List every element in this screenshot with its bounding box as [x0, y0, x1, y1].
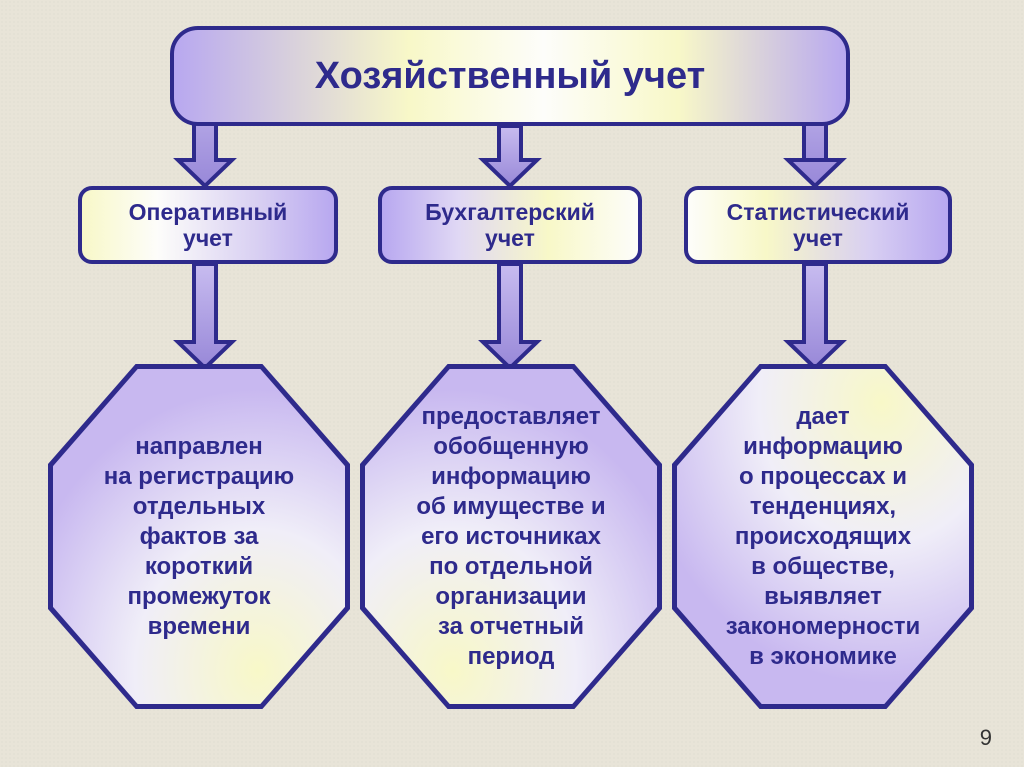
- page-number: 9: [980, 725, 992, 751]
- branch-label: Статистический учет: [727, 199, 910, 252]
- branch-desc-octagon-2: дает информацию о процессах и тенденциях…: [672, 364, 974, 709]
- branch-label: Бухгалтерский учет: [425, 199, 595, 252]
- branch-node-2: Статистический учет: [684, 186, 952, 264]
- diagram-stage: Хозяйственный учет Оперативный учет напра…: [0, 0, 1024, 767]
- branch-desc-text: предоставляет обобщенную информацию об и…: [416, 402, 605, 672]
- branch-desc-octagon-0: направлен на регистрацию отдельных факто…: [48, 364, 350, 709]
- root-node-title: Хозяйственный учет: [315, 55, 705, 98]
- branch-node-0: Оперативный учет: [78, 186, 338, 264]
- branch-desc-octagon-1: предоставляет обобщенную информацию об и…: [360, 364, 662, 709]
- root-node: Хозяйственный учет: [170, 26, 850, 126]
- branch-node-1: Бухгалтерский учет: [378, 186, 642, 264]
- branch-desc-text: направлен на регистрацию отдельных факто…: [104, 432, 294, 642]
- branch-label: Оперативный учет: [129, 199, 288, 252]
- branch-desc-text: дает информацию о процессах и тенденциях…: [726, 402, 921, 672]
